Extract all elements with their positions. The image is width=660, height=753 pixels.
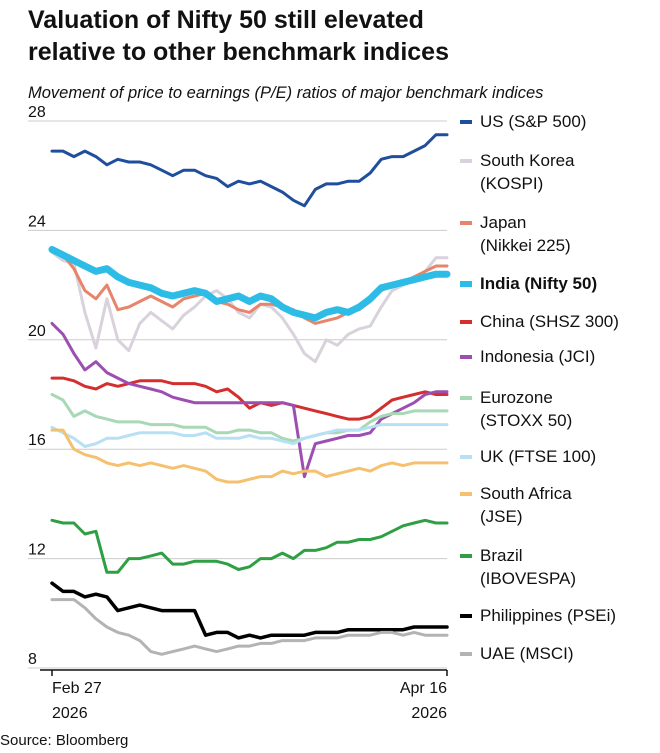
grid-layer xyxy=(28,120,447,669)
y-tick-label: 16 xyxy=(28,432,46,449)
y-tick-label: 28 xyxy=(28,104,46,121)
legend-label-south-africa-jse: South Africa xyxy=(480,484,572,503)
series-line-eurozone-stoxx-50 xyxy=(50,393,449,443)
legend-label-philippines-psei: Philippines (PSEi) xyxy=(480,606,616,625)
y-tick-label: 24 xyxy=(28,213,46,230)
series-line-uk-ftse-100 xyxy=(50,423,449,448)
source-note: Source: Bloomberg xyxy=(0,732,129,749)
series-line-indonesia-jci xyxy=(50,321,449,479)
series-line-brazil-ibovespa xyxy=(50,518,449,574)
series-line-uae-msci xyxy=(50,598,449,656)
series-line-china-shsz-300 xyxy=(50,376,449,421)
y-tick-label: 8 xyxy=(28,651,37,668)
x-tick-year-label: 2026 xyxy=(411,705,447,722)
legend-label-india-nifty-50: India (Nifty 50) xyxy=(480,274,597,293)
legend-label-south-africa-jse: (JSE) xyxy=(480,507,523,526)
x-tick-label: Feb 27 xyxy=(52,680,102,697)
legend-label-uk-ftse-100: UK (FTSE 100) xyxy=(480,447,596,466)
legend-label-brazil-ibovespa: (IBOVESPA) xyxy=(480,569,576,588)
legend-label-south-korea-kospi: (KOSPI) xyxy=(480,174,543,193)
series-line-philippines-psei xyxy=(50,581,449,640)
chart-title: Valuation of Nifty 50 still elevated rel… xyxy=(28,4,648,68)
chart-subtitle: Movement of price to earnings (P/E) rati… xyxy=(28,84,544,102)
y-tick-label: 12 xyxy=(28,542,46,559)
axis-layer: 8 12 16 20 24 28 Feb 27 2026 Apr 16 2026 xyxy=(28,104,448,722)
legend-label-us-s-p-500: US (S&P 500) xyxy=(480,112,586,131)
legend-layer: US (S&P 500) South Korea (KOSPI) Japan (Nikk… xyxy=(460,112,619,663)
x-tick-year-label: 2026 xyxy=(52,705,88,722)
legend-label-japan-nikkei-225: Japan xyxy=(480,213,526,232)
legend-label-eurozone-stoxx-50: (STOXX 50) xyxy=(480,411,572,430)
legend-label-china-shsz-300: China (SHSZ 300) xyxy=(480,312,619,331)
series-line-india-nifty-50 xyxy=(48,246,451,322)
legend-label-south-korea-kospi: South Korea xyxy=(480,151,575,170)
legend-label-indonesia-jci: Indonesia (JCI) xyxy=(480,347,595,366)
chart-title-line-2: relative to other benchmark indices xyxy=(28,38,449,66)
y-tick-label: 20 xyxy=(28,323,46,340)
chart-title-line-1: Valuation of Nifty 50 still elevated xyxy=(28,6,424,34)
series-line-us-s-p-500 xyxy=(50,133,449,208)
legend-label-eurozone-stoxx-50: Eurozone xyxy=(480,388,553,407)
legend-label-brazil-ibovespa: Brazil xyxy=(480,546,523,565)
legend-label-uae-msci: UAE (MSCI) xyxy=(480,644,574,663)
series-line-south-africa-jse xyxy=(50,428,449,484)
legend-label-japan-nikkei-225: (Nikkei 225) xyxy=(480,236,571,255)
series-line-south-korea-kospi xyxy=(50,250,449,364)
x-tick-label: Apr 16 xyxy=(400,680,447,697)
series-layer xyxy=(48,133,451,656)
